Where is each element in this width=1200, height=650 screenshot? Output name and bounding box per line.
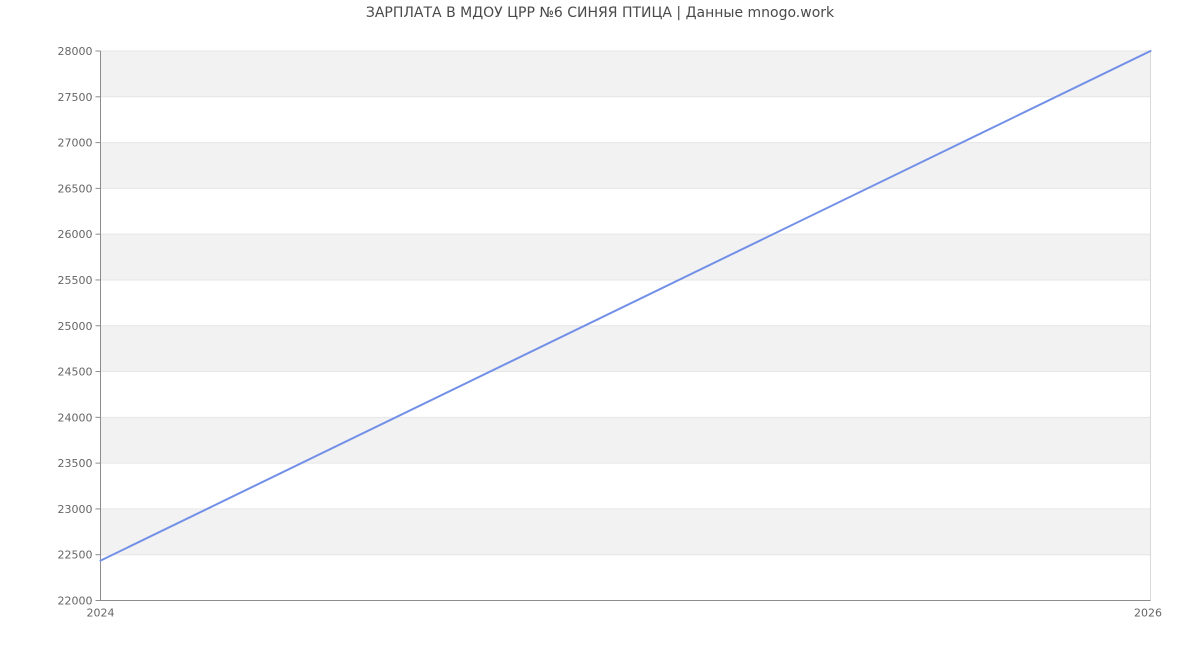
- series-layer: [99, 50, 1152, 562]
- y-tick-label: 26000: [58, 228, 93, 241]
- grid-band: [100, 417, 1151, 464]
- grid-band: [100, 325, 1151, 372]
- y-tick-label: 24000: [58, 411, 93, 424]
- grid-band: [100, 234, 1151, 280]
- y-tick-label: 26500: [58, 182, 93, 195]
- x-tick-label: 2026: [1134, 607, 1162, 620]
- y-tick-label: 22500: [58, 549, 93, 562]
- gridlines-layer: [100, 50, 1151, 556]
- y-tick-label: 24500: [58, 366, 93, 379]
- y-tick-label: 28000: [58, 45, 93, 58]
- chart-title: ЗАРПЛАТА В МДОУ ЦРР №6 СИНЯЯ ПТИЦА | Дан…: [366, 5, 835, 21]
- y-tick-label: 25000: [58, 320, 93, 333]
- axis-labels-layer: 22000 22500 23000 23500 24000 24500 25000 25500…: [58, 45, 1163, 620]
- y-tick-label: 23500: [58, 457, 93, 470]
- series-line: [99, 50, 1152, 562]
- axes-layer: [95, 50, 1151, 601]
- grid-band: [100, 142, 1151, 189]
- y-tick-label: 22000: [58, 595, 93, 608]
- grid-bands-layer: [100, 51, 1151, 555]
- grid-band: [100, 51, 1151, 97]
- y-tick-label: 27500: [58, 91, 93, 104]
- y-tick-label: 23000: [58, 503, 93, 516]
- x-tick-label: 2024: [87, 607, 115, 620]
- y-tick-label: 25500: [58, 274, 93, 287]
- grid-band: [100, 508, 1151, 555]
- y-tick-label: 27000: [58, 137, 93, 150]
